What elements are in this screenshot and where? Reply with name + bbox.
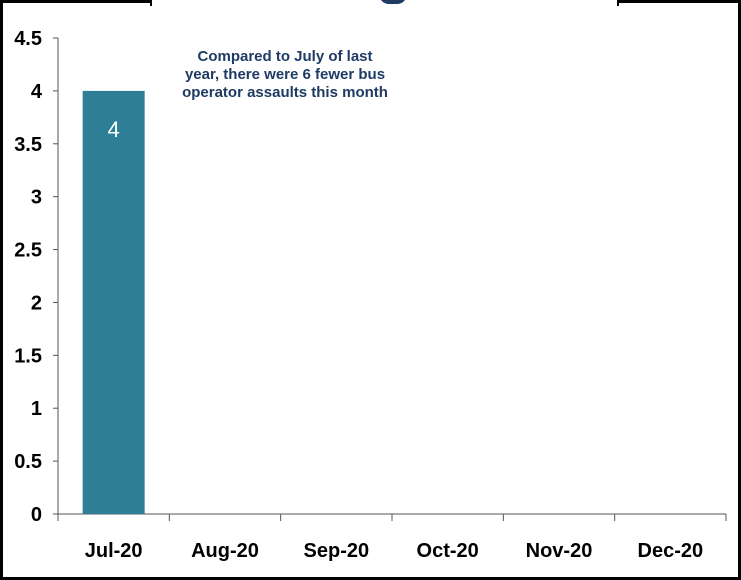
y-tick-label: 0.5 (14, 451, 42, 473)
x-category-label: Dec-20 (638, 540, 704, 562)
y-tick-label: 3 (31, 187, 42, 209)
bar-data-label: 4 (108, 117, 120, 142)
x-category-label: Aug-20 (191, 540, 259, 562)
x-category-label: Sep-20 (304, 540, 370, 562)
y-tick-label: 2.5 (14, 240, 42, 262)
x-category-label: Nov-20 (526, 540, 593, 562)
y-tick-label: 3.5 (14, 134, 42, 156)
y-tick-label: 0 (31, 504, 42, 526)
x-category-label: Jul-20 (85, 540, 143, 562)
y-tick-label: 2 (31, 292, 42, 314)
bar (82, 90, 145, 514)
chart-annotation: Compared to July of last year, there wer… (182, 48, 388, 101)
y-tick-label: 1.5 (14, 345, 42, 367)
y-tick-label: 4 (31, 81, 43, 103)
y-tick-label: 4.5 (14, 28, 42, 50)
x-category-label: Oct-20 (417, 540, 479, 562)
title-fragment (379, 0, 407, 4)
y-tick-label: 1 (31, 398, 42, 420)
